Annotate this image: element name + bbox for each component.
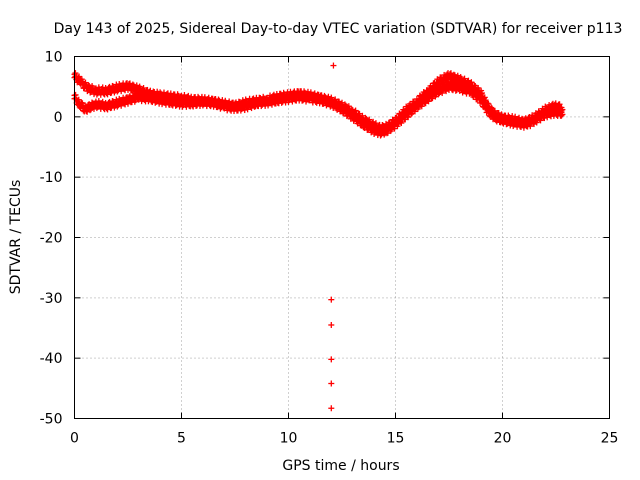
band-2-point	[311, 92, 318, 99]
outlier-point	[330, 62, 337, 69]
outlier-point	[328, 380, 335, 387]
x-tick-label: 20	[494, 431, 512, 447]
band-2-point	[75, 96, 82, 103]
band-1-point	[126, 80, 133, 87]
outlier-point	[328, 405, 335, 412]
band-2-point	[485, 104, 492, 111]
y-tick-label: -10	[40, 170, 63, 186]
y-tick-label: -40	[40, 351, 63, 367]
x-tick-label: 25	[601, 431, 619, 447]
band-2-point	[559, 111, 566, 118]
band-2-point	[495, 112, 502, 119]
x-tick-labels: 0 5 10 15 20 25	[70, 431, 618, 447]
band-1-point	[76, 73, 83, 80]
band-2-point	[205, 95, 212, 102]
chart-title: Day 143 of 2025, Sidereal Day-to-day VTE…	[54, 21, 623, 37]
outlier-point	[328, 321, 335, 328]
band-2-point	[72, 91, 79, 98]
band-1-point	[471, 82, 478, 89]
band-2-point	[370, 123, 377, 130]
plot-frame	[74, 56, 610, 419]
band-2-point	[479, 95, 486, 102]
band-2-point	[226, 100, 233, 107]
x-tick-label: 15	[387, 431, 405, 447]
outlier-point	[328, 296, 335, 303]
band-2-point	[447, 79, 454, 86]
band-1-point	[552, 100, 559, 107]
y-axis-title: SDTVAR / TECUs	[8, 180, 24, 295]
y-tick-label: 10	[45, 50, 63, 66]
band-1-point	[479, 90, 486, 97]
band-1-point	[85, 82, 92, 89]
band-2-point	[215, 98, 222, 105]
band-2-point	[321, 94, 328, 101]
x-tick-label: 5	[177, 431, 186, 447]
band-2-point	[468, 85, 475, 92]
band-2-point	[362, 119, 369, 126]
band-2-point	[167, 95, 174, 102]
band-1-point	[556, 101, 563, 108]
band-2-point	[556, 106, 563, 113]
y-tick-labels: -50 -40 -30 -20 -10 0 10	[40, 50, 63, 428]
band-2-point	[488, 108, 495, 115]
y-tick-label: -30	[40, 291, 63, 307]
outlier-point	[328, 356, 335, 363]
band-2-point	[498, 113, 505, 120]
x-axis-title: GPS time / hours	[282, 458, 399, 474]
band-2-point	[352, 111, 359, 118]
band-2-point	[89, 99, 96, 106]
x-tick-label: 0	[70, 431, 79, 447]
band-2-point	[212, 97, 219, 104]
band-1-point	[72, 70, 79, 77]
band-2-point	[147, 91, 154, 98]
band-2-point	[471, 88, 478, 95]
band-1-point	[468, 79, 475, 86]
band-1-point	[129, 81, 136, 88]
data-points	[71, 62, 566, 412]
y-tick-label: 0	[54, 110, 63, 126]
band-2-point	[242, 99, 249, 106]
x-tick-label: 10	[280, 431, 298, 447]
band-2-point	[345, 106, 352, 113]
band-2-point	[99, 98, 106, 105]
band-2-point	[516, 116, 523, 123]
y-tick-label: -50	[40, 412, 63, 428]
y-tick-label: -20	[40, 231, 63, 247]
